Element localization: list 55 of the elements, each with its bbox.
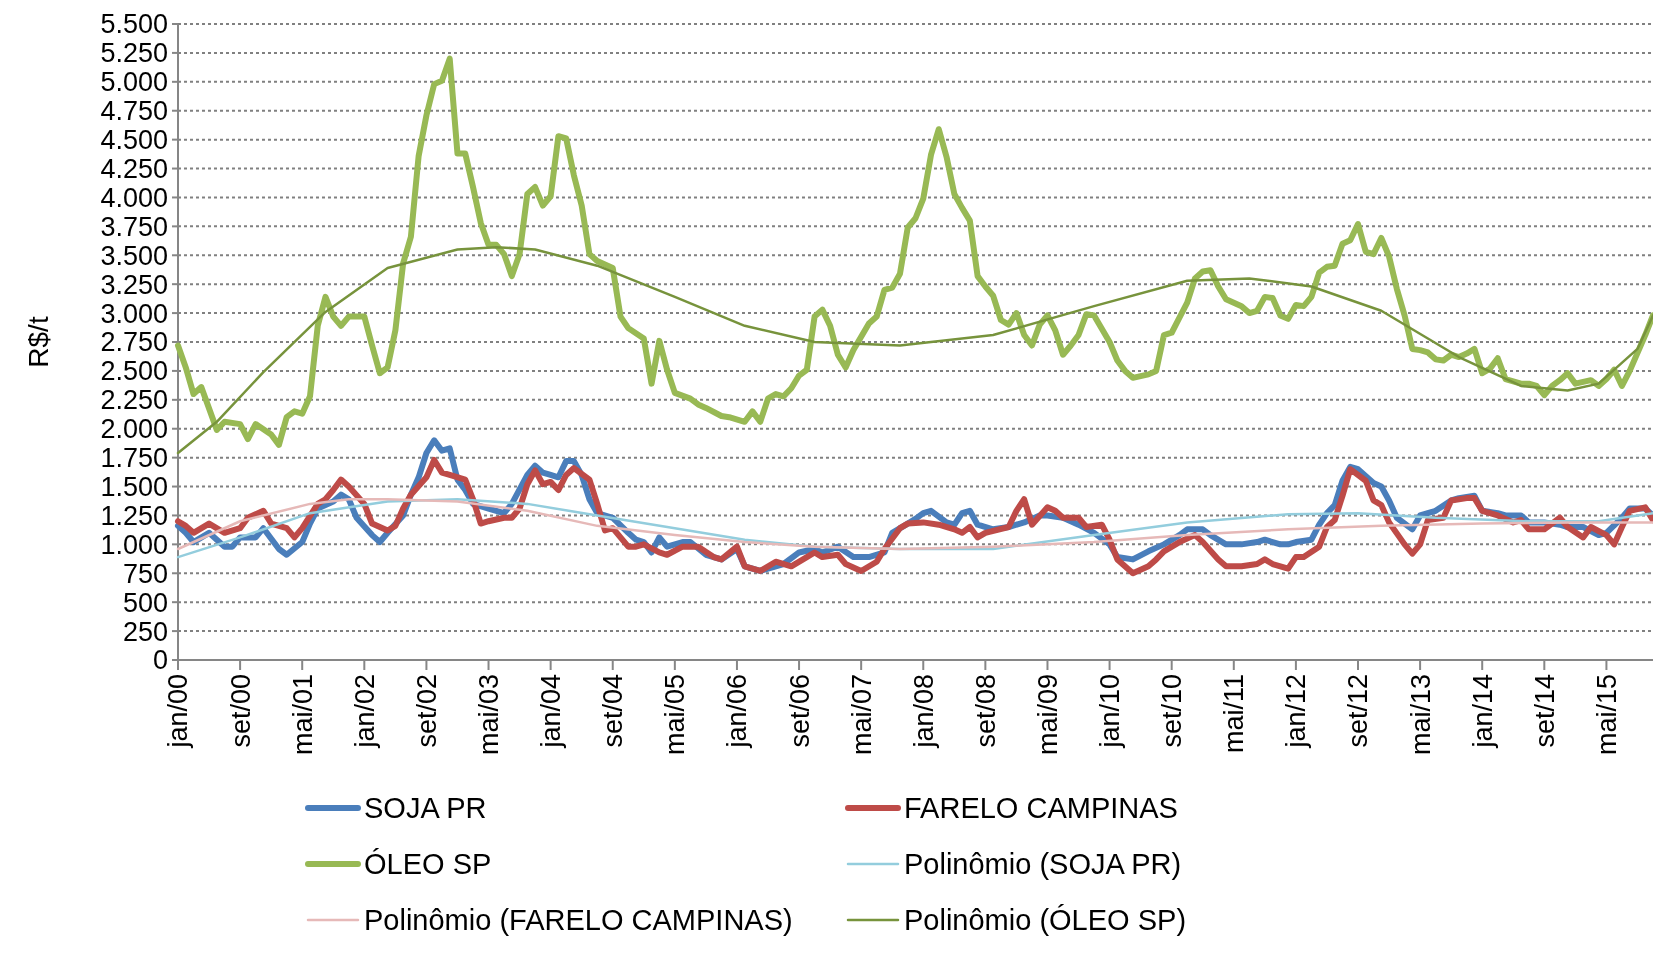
y-tick-label: 5.000 [100,67,168,98]
x-tick-label: mai/03 [473,674,504,756]
x-tick-label: jan/14 [1467,674,1498,749]
y-axis-title: R$/t [23,316,54,368]
y-tick-label: 2.250 [100,385,168,416]
x-tick-label: jan/08 [908,674,939,749]
y-tick-label: 250 [122,616,168,647]
x-tick-label: set/02 [411,674,442,748]
x-tick-label: set/06 [784,674,815,748]
y-tick-label: 3.000 [100,298,168,329]
x-tick-label: mai/11 [1219,674,1250,754]
legend-label: SOJA PR [364,792,487,824]
y-tick-label: 5.500 [100,9,168,40]
x-tick-label: mai/05 [660,674,691,756]
y-tick-label: 750 [122,558,168,589]
y-tick-label: 5.250 [100,38,168,69]
x-tick-label: mai/07 [846,674,877,756]
x-tick-label: jan/04 [536,674,567,749]
y-tick-label: 2.750 [100,327,168,358]
x-tick-label: jan/00 [163,674,194,749]
x-tick-label: set/00 [225,674,256,748]
x-tick-label: jan/10 [1095,674,1126,749]
line-series [176,245,1653,455]
y-tick-label: 0 [152,645,168,676]
x-tick-label: mai/09 [1032,674,1063,756]
x-tick-label: mai/01 [287,674,318,756]
x-tick-label: mai/15 [1591,674,1622,756]
x-tick-label: jan/12 [1281,674,1312,749]
y-tick-label: 4.000 [100,182,168,213]
y-tick-label: 500 [122,587,168,618]
y-tick-label: 1.000 [100,529,168,560]
x-tick-label: jan/02 [349,674,380,749]
legend-label: Polinômio (FARELO CAMPINAS) [364,904,793,936]
x-tick-label: mai/13 [1405,674,1436,756]
x-tick-label: jan/06 [722,674,753,749]
y-tick-label: 1.250 [100,500,168,531]
legend-label: ÓLEO SP [364,848,492,880]
y-tick-label: 3.750 [100,211,168,242]
legend-label: Polinômio (SOJA PR) [904,848,1182,880]
y-tick-label: 4.250 [100,154,168,184]
x-tick-label: set/14 [1529,674,1560,748]
legend-label: FARELO CAMPINAS [904,792,1178,824]
y-tick-label: 4.500 [100,125,168,156]
x-tick-label: set/08 [970,674,1001,748]
legend-label: Polinômio (ÓLEO SP) [904,904,1187,936]
y-tick-label: 1.500 [100,472,168,502]
x-tick-label: set/12 [1343,674,1374,748]
y-tick-label: 3.500 [100,240,168,271]
y-tick-label: 2.500 [100,356,168,387]
y-tick-label: 4.750 [100,96,168,127]
y-tick-label: 1.750 [100,443,168,474]
x-tick-label: set/10 [1157,674,1188,748]
y-tick-label: 3.250 [100,269,168,300]
y-tick-label: 2.000 [100,414,168,445]
x-tick-label: set/04 [598,674,629,748]
